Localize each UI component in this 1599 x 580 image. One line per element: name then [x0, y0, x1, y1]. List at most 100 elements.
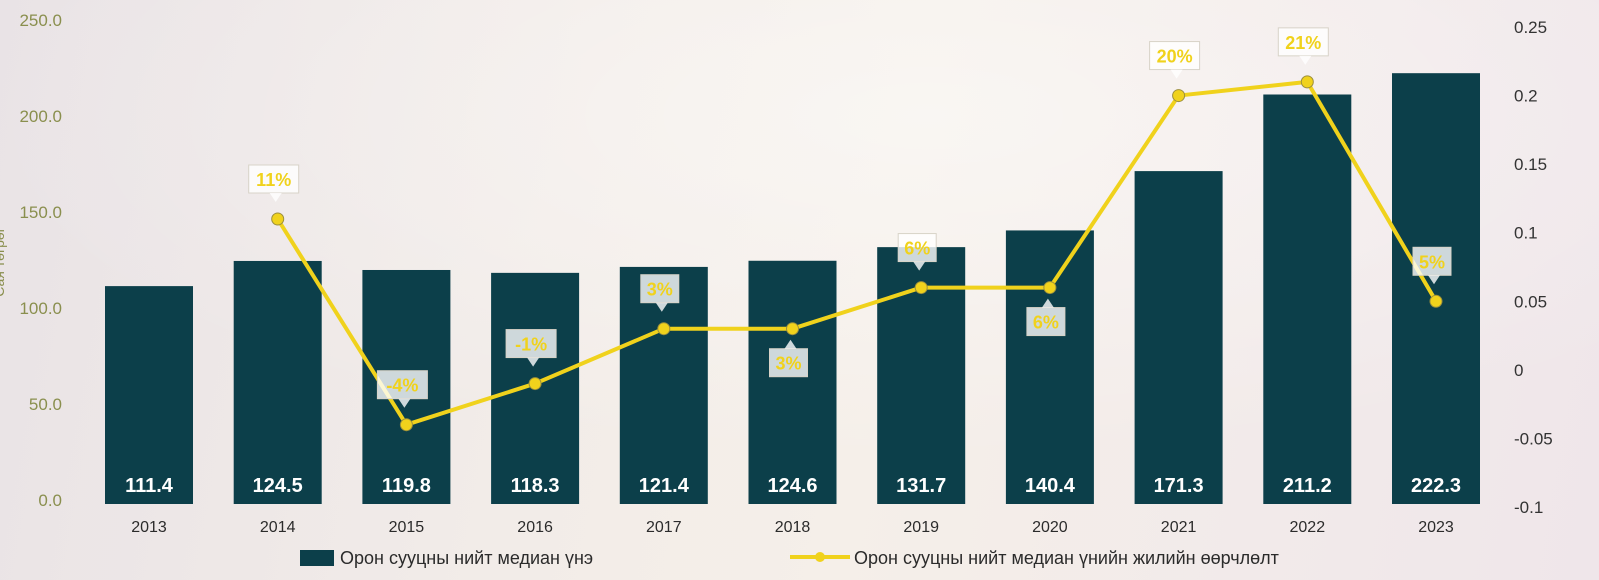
bar-value-label: 121.4 [639, 475, 690, 497]
legend-swatch-marker [815, 552, 825, 562]
line-point [657, 322, 671, 336]
line-value-label: 5% [1419, 252, 1445, 272]
x-tick-label: 2018 [775, 519, 811, 536]
y-axis-label: Сая төгрөг [0, 227, 7, 297]
line-value-callout: 21% [1277, 27, 1329, 65]
x-tick-label: 2019 [903, 519, 939, 536]
line-value-label: 3% [647, 280, 673, 300]
right-tick-label: 0 [1514, 361, 1523, 380]
left-tick-label: 200.0 [19, 107, 62, 126]
line-value-label: 6% [904, 239, 930, 259]
callout-box [640, 274, 680, 304]
x-tick-label: 2023 [1418, 519, 1454, 536]
bar-value-label: 118.3 [511, 475, 560, 497]
right-tick-label: 0.1 [1514, 224, 1538, 243]
bar-value-label: 171.3 [1154, 475, 1204, 497]
bar [748, 260, 837, 504]
bar-value-label: 111.4 [125, 475, 174, 497]
line-value-callout: 5% [1412, 246, 1452, 285]
bar-value-label: 124.5 [253, 475, 303, 497]
line-value-callout: -4% [376, 370, 428, 408]
x-tick-label: 2021 [1161, 519, 1197, 536]
right-tick-label: 0.25 [1514, 18, 1547, 37]
line-point [1300, 75, 1314, 89]
x-tick-label: 2020 [1032, 519, 1068, 536]
left-tick-label: 250.0 [19, 11, 62, 30]
left-axis-ticks: 0.0 50.0 100.0 150.0 200.0 250.0 [19, 11, 62, 510]
bar-value-label: 131.7 [896, 475, 946, 497]
x-tick-label: 2022 [1290, 519, 1326, 536]
legend-swatch-bar [300, 550, 334, 566]
callout-pointer [527, 357, 540, 367]
callout-pointer [655, 302, 668, 312]
line-point [528, 377, 542, 391]
line-point [1429, 294, 1443, 308]
x-tick-label: 2017 [646, 519, 682, 536]
callout-box [1412, 246, 1452, 276]
bar [1263, 94, 1352, 504]
line-value-label: 20% [1157, 47, 1193, 67]
bar [105, 286, 193, 504]
right-tick-label: 0.05 [1514, 292, 1547, 311]
x-tick-label: 2014 [260, 519, 296, 536]
right-axis-ticks: -0.1 -0.05 0 0.05 0.1 0.15 0.2 0.25 [1514, 18, 1553, 517]
callout-box [505, 329, 557, 359]
line-point [786, 322, 799, 336]
line-value-label: 21% [1285, 33, 1321, 53]
line-value-callout: 3% [640, 274, 680, 312]
callout-pointer [1041, 298, 1054, 308]
x-tick-label: 2013 [131, 519, 167, 536]
right-tick-label: 0.15 [1514, 155, 1547, 174]
callout-box [376, 370, 428, 400]
bar-value-label: 222.3 [1411, 475, 1461, 497]
bar-value-label: 211.2 [1283, 475, 1332, 497]
x-tick-label: 2015 [389, 519, 425, 536]
y-axis-label-group: Сая төгрөг [0, 227, 7, 297]
legend-label-bar: Орон сууцны нийт медиан үнэ [340, 548, 593, 568]
line-value-label: -4% [386, 376, 418, 396]
left-tick-label: 0.0 [38, 491, 62, 510]
line-point [1043, 281, 1057, 295]
line-value-label: 3% [775, 354, 801, 374]
callout-box [897, 233, 937, 263]
line-value-callout: 3% [769, 339, 808, 378]
line-value-callout: 20% [1149, 41, 1201, 79]
callout-box [248, 164, 300, 194]
bar [1134, 171, 1223, 504]
x-tick-label: 2016 [517, 519, 553, 536]
callout-box [1149, 41, 1201, 71]
callout-pointer [269, 193, 282, 202]
callout-pointer [1428, 275, 1440, 285]
x-axis-ticks: 2013 2014 2015 2016 2017 2018 2019 2020 2021 2022… [131, 519, 1454, 536]
callout-pointer [1170, 69, 1183, 79]
bar [1005, 230, 1094, 504]
line-point [271, 212, 285, 226]
callout-pointer [784, 339, 797, 349]
line-value-callout: 6% [1026, 298, 1066, 337]
callout-box [1026, 307, 1066, 337]
left-tick-label: 150.0 [19, 203, 62, 222]
callout-pointer [1299, 55, 1312, 65]
bar-value-label: 140.4 [1025, 475, 1076, 497]
line-path [276, 79, 1438, 427]
left-tick-label: 100.0 [19, 299, 62, 318]
bar-value-label: 119.8 [382, 475, 431, 497]
bar [233, 260, 322, 504]
bar-value-label: 124.6 [767, 475, 817, 497]
right-tick-label: 0.2 [1514, 87, 1538, 106]
callout-pointer [913, 261, 926, 271]
line-value-label: 6% [1033, 313, 1059, 333]
legend-label-line: Орон сууцны нийт медиан үнийн жилийн өөр… [854, 548, 1279, 568]
left-tick-label: 50.0 [29, 395, 62, 414]
line-value-callout: -1% [505, 329, 557, 367]
line-point [399, 418, 413, 432]
right-tick-label: -0.05 [1514, 429, 1553, 448]
line-value-label: 11% [256, 170, 291, 190]
legend: Орон сууцны нийт медиан үнэ Орон сууцны н… [300, 548, 1279, 568]
line-value-callout: 11% [248, 164, 300, 202]
line-value-callout: 6% [897, 233, 937, 271]
line-series: 11% -4% -1% 3% 3% 6% 6% 20% 21% 5% [248, 27, 1452, 432]
right-tick-label: -0.1 [1514, 498, 1543, 517]
line-point [914, 281, 928, 295]
